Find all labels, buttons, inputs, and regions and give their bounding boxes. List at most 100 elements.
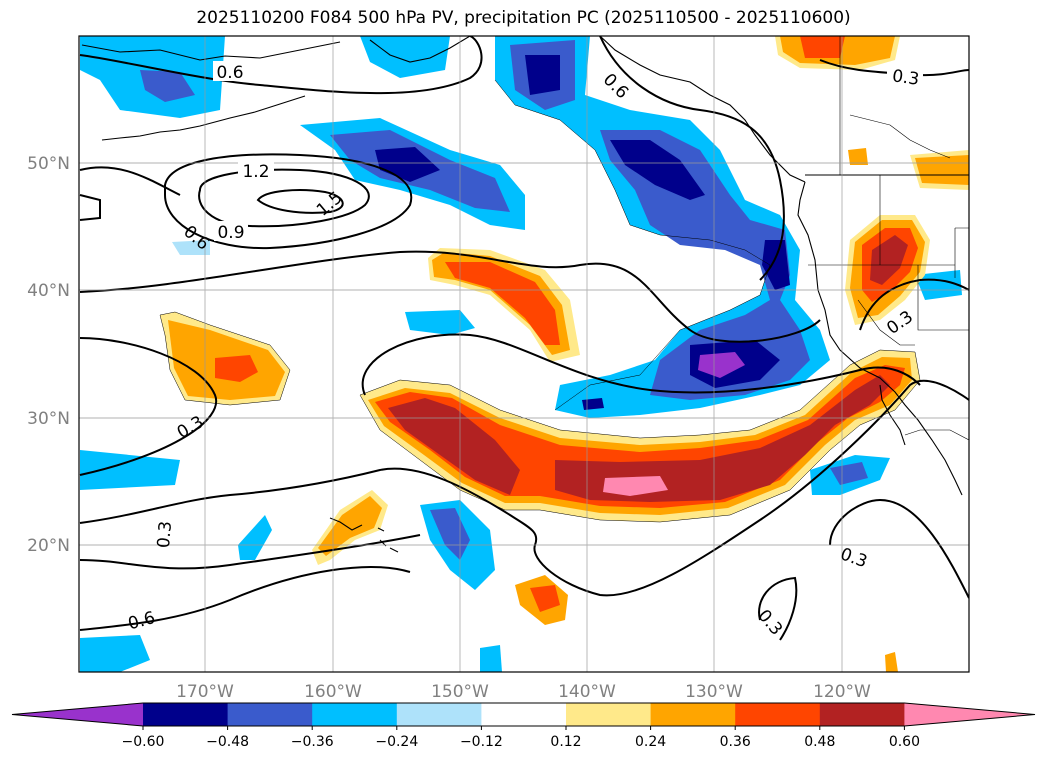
shade-blue [405, 310, 475, 335]
gridlines [79, 36, 969, 672]
shade-blue [610, 140, 705, 200]
map-content: 0.6 0.6 1.2 1.5 0.9 0.6 0.3 0.3 0.6 0.3 … [79, 36, 969, 672]
outline [359, 349, 921, 523]
shade-blue [480, 645, 502, 672]
outline [494, 79, 771, 411]
contour-line [256, 189, 344, 214]
shade-pink [603, 476, 668, 496]
contour-line [164, 153, 413, 250]
colorbar-segment [396, 703, 482, 726]
border [904, 429, 969, 441]
shade-blue [80, 635, 150, 672]
colorbar-tick-label: 0.60 [889, 734, 920, 750]
label-bg [238, 160, 274, 180]
shade-lightblue [172, 240, 210, 255]
contour-line [79, 166, 181, 196]
contour-line [79, 250, 821, 343]
shade-darkred [555, 375, 890, 502]
contour-line [758, 576, 798, 641]
colorbar-tick-label: −0.24 [375, 734, 418, 750]
lat-label: 40°N [27, 281, 70, 301]
shade-orange [318, 496, 382, 556]
outline [159, 311, 291, 406]
colorbar-segment [143, 703, 229, 726]
coastline [369, 36, 471, 63]
lat-label: 30°N [27, 409, 70, 429]
colorbar-tick-label: 0.48 [804, 734, 835, 750]
shade-blue [525, 55, 560, 95]
shade-blue [762, 240, 790, 290]
coastline [101, 95, 306, 141]
shade-blue [582, 398, 604, 410]
coastline [797, 181, 963, 496]
border [849, 114, 951, 159]
shade-red [445, 262, 560, 345]
colorbar-tick-label: 0.12 [550, 734, 581, 750]
label-bg [213, 61, 247, 81]
contour-line [361, 333, 921, 396]
colorbar-segment [566, 703, 652, 726]
colorbar-tick-label: −0.36 [291, 734, 334, 750]
lon-label: 170°W [176, 682, 234, 702]
contour-line [829, 498, 969, 599]
lon-label: 160°W [304, 682, 362, 702]
shade-darkred [388, 398, 520, 495]
contour-label: 1.2 [242, 162, 269, 182]
shade-red [215, 355, 258, 382]
border [917, 265, 969, 331]
shade-darkred [870, 235, 908, 285]
colorbar-ticks: −0.60 −0.48 −0.36 −0.24 −0.12 0.12 0.24 0.36 0.4… [122, 726, 920, 750]
lat-label: 20°N [27, 536, 70, 556]
border [857, 299, 915, 346]
lon-label: 120°W [813, 682, 871, 702]
shade-blue [140, 70, 195, 102]
latitude-labels: 50°N 40°N 30°N 20°N [27, 154, 70, 556]
coastline [81, 41, 341, 61]
border [954, 227, 969, 278]
contour-label: 0.3 [891, 66, 921, 90]
map-frame [78, 35, 970, 673]
colorbar-tick-label: −0.12 [460, 734, 503, 750]
colorbar-tick-label: −0.48 [206, 734, 249, 750]
lat-label: 50°N [27, 154, 70, 174]
hawaii-islands [329, 517, 363, 531]
lon-label: 140°W [558, 682, 616, 702]
lon-label: 150°W [431, 682, 489, 702]
colorbar-segment [481, 703, 567, 726]
colorbar-tick-label: 0.24 [635, 734, 666, 750]
colorbar-segment [650, 703, 736, 726]
shade-blue [915, 270, 962, 300]
colorbar-extend-low [12, 703, 143, 726]
shade-blue [360, 36, 450, 78]
shade-orange [915, 155, 969, 185]
contour-line [859, 278, 969, 331]
shade-blue [238, 515, 272, 560]
contour-label: 0.6 [216, 63, 243, 83]
colorbar-segment [312, 703, 398, 726]
colorbar-tick-label: 0.36 [720, 734, 751, 750]
contour-line [79, 337, 218, 476]
figure-title: 2025110200 F084 500 hPa PV, precipitatio… [196, 8, 851, 28]
colorbar-segment [227, 703, 313, 726]
shade-outlines [159, 79, 921, 523]
negative-anomaly-fields [80, 36, 962, 672]
shade-orange [848, 148, 868, 165]
shade-orange [885, 652, 898, 672]
contour-line [79, 36, 483, 95]
coastline [879, 384, 906, 446]
shade-purple [698, 352, 745, 378]
label-bg [887, 66, 923, 86]
colorbar-segment [819, 703, 905, 726]
contour-line [599, 36, 785, 281]
longitude-labels: 170°W 160°W 150°W 140°W 130°W 120°W [176, 682, 871, 702]
shade-blue [80, 450, 180, 490]
shade-blue [830, 462, 868, 485]
colorbar-extend-high [904, 703, 1035, 726]
contour-line [79, 566, 411, 631]
colorbar-tick-label: −0.60 [122, 734, 165, 750]
colorbar [11, 702, 1036, 727]
contour-line [79, 534, 421, 570]
shade-red [800, 36, 845, 58]
